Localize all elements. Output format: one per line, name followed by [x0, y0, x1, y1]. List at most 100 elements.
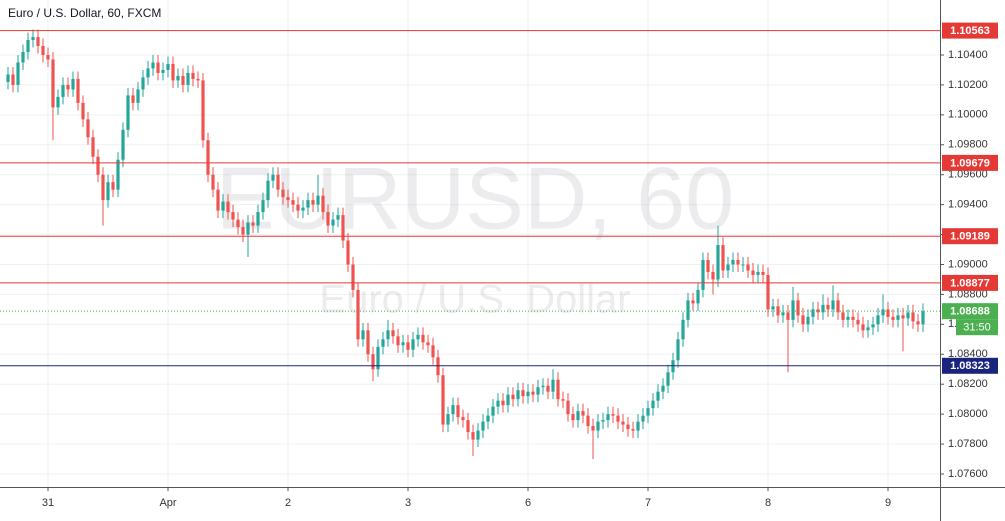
candle-body — [691, 300, 695, 304]
candle-body — [171, 63, 175, 81]
candle-body — [761, 271, 765, 275]
price-tags: 1.10563 1.09679 1.09189 1.08877 1.08323 1.086… — [942, 22, 998, 374]
candle-body — [231, 212, 235, 220]
countdown-box — [956, 319, 998, 336]
candle-body — [321, 195, 325, 213]
x-tick-label: 7 — [645, 497, 651, 509]
price-tag-label: 1.09189 — [950, 231, 990, 243]
candle-body — [106, 182, 110, 201]
x-tick-label: Apr — [159, 497, 176, 509]
candle-body — [401, 342, 405, 346]
candle-body — [156, 62, 160, 73]
candle-body — [726, 264, 730, 271]
candle-body — [661, 385, 665, 392]
candle-body — [706, 259, 710, 272]
price-tag-label: 1.08323 — [950, 360, 990, 372]
candle-body — [811, 309, 815, 317]
candle-body — [806, 316, 810, 325]
candle-body — [571, 414, 575, 421]
y-tick-label: 1.10400 — [948, 49, 988, 61]
price-tag — [942, 357, 998, 374]
candle-body — [111, 182, 115, 190]
candle-body — [831, 300, 835, 310]
candle-body — [271, 174, 275, 181]
candle-body — [356, 289, 360, 340]
candle-body — [336, 215, 340, 220]
candle-body — [756, 271, 760, 275]
countdown: 31:50 — [963, 322, 991, 334]
candle-body — [901, 315, 905, 319]
candle-body — [741, 264, 745, 266]
candle-body — [101, 174, 105, 201]
candle-body — [736, 259, 740, 265]
candle-body — [641, 415, 645, 422]
candle-body — [711, 271, 715, 280]
candle-body — [331, 219, 335, 226]
candle-body — [501, 400, 505, 406]
candle-body — [636, 421, 640, 431]
candle-body — [466, 420, 470, 433]
candle-body — [871, 324, 875, 328]
candle-body — [506, 394, 510, 406]
candle-body — [716, 245, 720, 280]
candle-body — [196, 78, 200, 81]
candle-body — [646, 408, 650, 416]
candle-body — [476, 430, 480, 440]
candle-body — [621, 421, 625, 425]
price-tag — [942, 274, 998, 291]
candle-body — [556, 379, 560, 400]
candle-body — [146, 68, 150, 78]
candle-body — [141, 77, 145, 90]
candle-body — [596, 421, 600, 431]
candle-body — [366, 330, 370, 355]
candle-body — [836, 300, 840, 313]
candle-body — [91, 137, 95, 157]
y-tick-label: 1.07600 — [948, 468, 988, 480]
candle-body — [616, 415, 620, 422]
candle-body — [61, 84, 65, 97]
candle-body — [351, 264, 355, 290]
candle-body — [611, 414, 615, 416]
candle-body — [206, 140, 210, 175]
candle-body — [516, 390, 520, 400]
watermark: EURUSD, 60 — [216, 148, 734, 247]
candle-body — [656, 391, 660, 401]
candle-body — [136, 89, 140, 103]
candle-body — [446, 414, 450, 425]
candle-body — [561, 399, 565, 401]
candle-body — [826, 304, 830, 310]
candle-body — [651, 400, 655, 409]
candle-body — [181, 75, 185, 85]
candle-body — [546, 385, 550, 392]
candle-body — [781, 312, 785, 316]
candle-body — [161, 69, 165, 73]
candle-body — [531, 391, 535, 395]
candle-body — [676, 339, 680, 361]
candle-body — [586, 415, 590, 427]
candle-body — [856, 319, 860, 325]
candle-body — [551, 379, 555, 392]
price-tag-label: 1.10563 — [950, 25, 990, 37]
price-tag — [942, 228, 998, 245]
candle-body — [721, 245, 725, 271]
price-tag-label: 1.08877 — [950, 277, 990, 289]
x-tick-label: 2 — [285, 497, 291, 509]
candle-body — [416, 334, 420, 340]
candle-body — [681, 319, 685, 340]
candle-body — [381, 339, 385, 347]
candle-body — [256, 212, 260, 226]
candle-body — [486, 415, 490, 422]
grid — [0, 0, 940, 487]
y-tick-label: 1.08800 — [948, 288, 988, 300]
candle-body — [126, 95, 130, 130]
candle-body — [281, 189, 285, 198]
candle-body — [746, 264, 750, 271]
candle-body — [876, 315, 880, 325]
candle-body — [581, 411, 585, 416]
candle-body — [261, 200, 265, 213]
y-tick-label: 1.10200 — [948, 79, 988, 91]
candle-body — [751, 270, 755, 275]
candle-body — [121, 129, 125, 160]
y-tick-label: 1.09800 — [948, 139, 988, 151]
